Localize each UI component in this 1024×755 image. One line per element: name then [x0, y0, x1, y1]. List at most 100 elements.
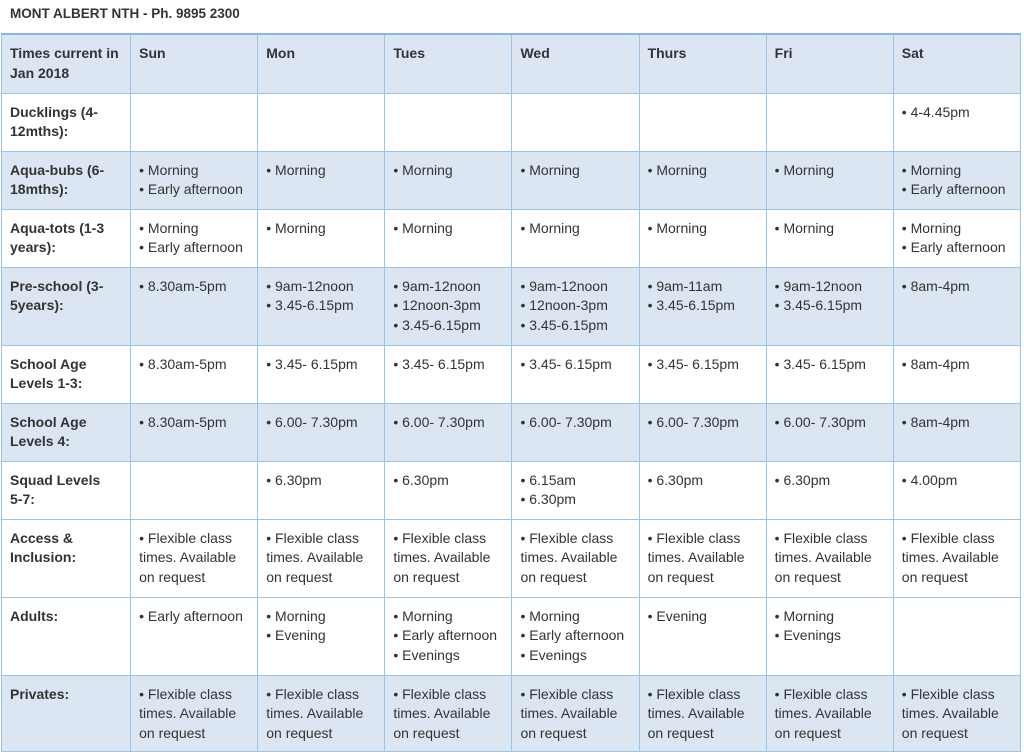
schedule-line: • 6.30pm: [774, 471, 831, 488]
schedule-cell: • Flexible class times. Available on reque…: [384, 518, 513, 598]
table-row: Privates: • Flexible class times. Availabl…: [0, 674, 1022, 752]
schedule-cell: • Flexible class times. Available on reque…: [638, 518, 767, 598]
schedule-line: • 3.45- 6.15pm: [647, 355, 739, 372]
schedule-line: • Early afternoon: [901, 239, 1006, 255]
row-label: Aqua-bubs (6-18mths):: [0, 150, 132, 210]
schedule-line: • Morning: [647, 161, 707, 178]
row-label: Pre-school (3-5years):: [0, 266, 132, 346]
schedule-line: times. Available: [266, 705, 364, 721]
schedule-cell: • Morning • Early afternoon: [130, 150, 259, 210]
row-label: Aqua-tots (1-3 years):: [0, 208, 132, 268]
header-cell-day: Fri: [765, 33, 894, 94]
schedule-line: • 6.00- 7.30pm: [266, 413, 358, 430]
schedule-line: • Morning: [774, 219, 835, 236]
schedule-cell: • 6.00- 7.30pm: [384, 402, 513, 462]
schedule-line: • Morning: [774, 607, 835, 624]
schedule-line: times. Available: [901, 705, 999, 721]
schedule-line: • 6.00- 7.30pm: [647, 413, 739, 430]
schedule-line: • Morning: [393, 161, 453, 178]
schedule-cell: • 4-4.45pm: [892, 92, 1022, 152]
schedule-line: • Flexible class: [139, 685, 232, 702]
schedule-line: times. Available: [266, 549, 364, 565]
schedule-cell: • Flexible class times. Available on reque…: [892, 674, 1022, 752]
schedule-line: on request: [647, 568, 714, 585]
row-label: Adults:: [0, 596, 132, 676]
schedule-line: • 6.00- 7.30pm: [774, 413, 866, 430]
schedule-cell: • 8am-4pm: [892, 266, 1022, 346]
schedule-line: • Morning: [393, 219, 453, 236]
schedule-cell: [892, 596, 1022, 676]
schedule-cell: • Morning: [765, 150, 894, 210]
schedule-line: • Early afternoon: [139, 239, 243, 255]
schedule-line: • Early afternoon: [520, 627, 625, 643]
schedule-line: • Morning: [139, 219, 199, 236]
schedule-cell: [257, 92, 386, 152]
schedule-line: • Morning: [520, 607, 580, 624]
schedule-line: • Morning: [266, 219, 326, 236]
schedule-cell: • 8am-4pm: [892, 344, 1022, 404]
schedule-cell: • 6.15am • 6.30pm: [511, 460, 640, 520]
schedule-line: • 3.45-6.15pm: [647, 297, 735, 313]
schedule-line: • 8.30am-5pm: [139, 277, 227, 294]
schedule-cell: • 3.45- 6.15pm: [257, 344, 386, 404]
row-label: Squad Levels 5-7:: [0, 460, 132, 520]
schedule-cell: • Morning: [257, 208, 386, 268]
schedule-cell: [130, 92, 259, 152]
schedule-line: • 4.00pm: [901, 471, 958, 488]
table-row: Pre-school (3-5years): • 8.30am-5pm • 9am-…: [0, 266, 1022, 346]
schedule-line: • 3.45-6.15pm: [774, 297, 863, 313]
schedule-cell: • Morning: [511, 150, 640, 210]
schedule-line: • Flexible class: [901, 529, 995, 546]
schedule-cell: • 6.00- 7.30pm: [765, 402, 894, 462]
schedule-line: • 9am-12noon: [774, 277, 863, 294]
schedule-cell: • Morning: [511, 208, 640, 268]
schedule-cell: • 4.00pm: [892, 460, 1022, 520]
schedule-line: • Evening: [647, 607, 707, 624]
schedule-line: times. Available: [393, 549, 491, 565]
schedule-line: on request: [393, 724, 460, 741]
schedule-cell: • Flexible class times. Available on reque…: [130, 518, 259, 598]
schedule-line: times. Available: [139, 705, 237, 721]
schedule-line: • Flexible class: [266, 685, 360, 702]
schedule-cell: • 9am-12noon • 12noon-3pm • 3.45-6.15pm: [384, 266, 513, 346]
schedule-cell: [130, 460, 259, 520]
schedule-cell: • Morning: [257, 150, 386, 210]
schedule-cell: • 6.30pm: [765, 460, 894, 520]
schedule-line: on request: [901, 568, 968, 585]
schedule-cell: • Flexible class times. Available on reque…: [765, 518, 894, 598]
page-title: MONT ALBERT NTH - Ph. 9895 2300: [10, 6, 240, 21]
schedule-line: • Flexible class: [647, 685, 741, 702]
schedule-line: • 3.45-6.15pm: [266, 297, 354, 313]
schedule-cell: • Morning • Evenings: [765, 596, 894, 676]
schedule-line: • Flexible class: [774, 685, 868, 702]
schedule-line: • Flexible class: [139, 529, 232, 546]
schedule-line: • Early afternoon: [139, 607, 243, 624]
schedule-line: • Early afternoon: [901, 181, 1006, 197]
table-row: Aqua-tots (1-3 years): • Morning • Early a…: [0, 208, 1022, 268]
schedule-line: on request: [139, 568, 206, 585]
schedule-cell: • 9am-12noon • 12noon-3pm • 3.45-6.15pm: [511, 266, 640, 346]
schedule-line: • Flexible class: [520, 529, 614, 546]
schedule-line: • Evenings: [393, 646, 460, 663]
schedule-cell: • 6.00- 7.30pm: [511, 402, 640, 462]
schedule-line: • Morning: [266, 607, 326, 624]
schedule-line: • Morning: [139, 161, 199, 178]
schedule-cell: • Flexible class times. Available on reque…: [892, 518, 1022, 598]
schedule-cell: • 6.30pm: [257, 460, 386, 520]
schedule-line: • 3.45-6.15pm: [393, 316, 481, 333]
schedule-cell: • Flexible class times. Available on reque…: [638, 674, 767, 752]
schedule-cell: • 3.45- 6.15pm: [638, 344, 767, 404]
schedule-cell: • Morning • Early afternoon • Evenings: [384, 596, 513, 676]
table-row: Access & Inclusion: • Flexible class times…: [0, 518, 1022, 598]
schedule-line: on request: [520, 724, 587, 741]
schedule-cell: [511, 92, 640, 152]
schedule-line: on request: [774, 568, 841, 585]
schedule-cell: • 8am-4pm: [892, 402, 1022, 462]
schedule-line: • 3.45- 6.15pm: [520, 355, 612, 372]
schedule-line: times. Available: [774, 549, 872, 565]
schedule-cell: • Morning • Evening: [257, 596, 386, 676]
row-label: Privates:: [0, 674, 132, 752]
schedule-line: • Flexible class: [647, 529, 741, 546]
schedule-cell: • 9am-12noon • 3.45-6.15pm: [257, 266, 386, 346]
schedule-cell: • Flexible class times. Available on reque…: [257, 518, 386, 598]
